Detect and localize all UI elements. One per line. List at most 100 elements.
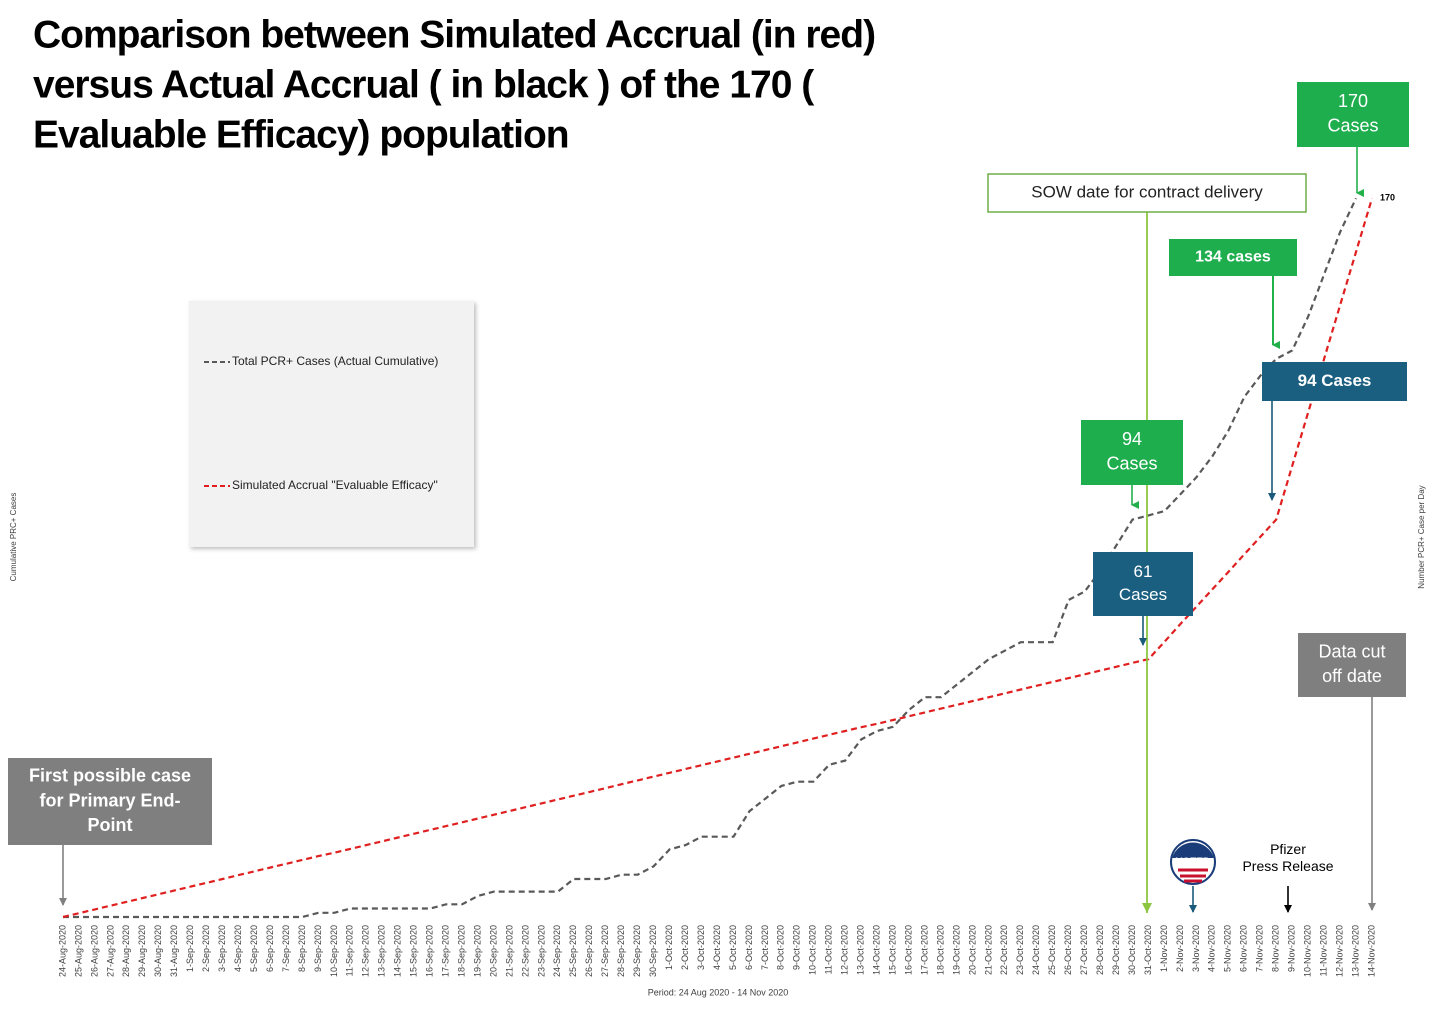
x-tick-label: 23-Oct-2020 — [1015, 925, 1025, 975]
annotation-text: Cases — [1327, 116, 1378, 136]
x-tick-label: 18-Sep-2020 — [456, 925, 466, 977]
annotation-text: SOW date for contract delivery — [1031, 182, 1263, 201]
annotation-text: 134 cases — [1195, 249, 1271, 266]
x-tick-label: 17-Sep-2020 — [440, 925, 450, 977]
x-tick-label: 31-Oct-2020 — [1143, 925, 1153, 975]
x-tick-label: 29-Sep-2020 — [632, 925, 642, 977]
x-tick-label: 5-Sep-2020 — [249, 925, 259, 972]
header: Comparison between Simulated Accrual (in… — [33, 13, 876, 156]
x-tick-label: 28-Sep-2020 — [616, 925, 626, 977]
annotation-box — [1093, 552, 1193, 616]
x-tick-label: 13-Sep-2020 — [377, 925, 387, 977]
x-tick-label: 4-Oct-2020 — [712, 925, 722, 970]
x-tick-label: 30-Sep-2020 — [648, 925, 658, 977]
annotation-text: 61 — [1134, 562, 1153, 581]
arrow-head — [1142, 903, 1152, 913]
x-tick-label: 29-Oct-2020 — [1111, 925, 1121, 975]
x-tick-label: 8-Sep-2020 — [297, 925, 307, 972]
x-tick-label: 29-Aug-2020 — [137, 925, 147, 977]
x-tick-label: 26-Sep-2020 — [584, 925, 594, 977]
x-tick-label: 13-Nov-2020 — [1350, 925, 1360, 977]
x-tick-label: 15-Sep-2020 — [409, 925, 419, 977]
x-tick-label: 6-Oct-2020 — [744, 925, 754, 970]
annotation-box — [987, 173, 1307, 213]
x-tick-label: 17-Oct-2020 — [919, 925, 929, 975]
x-tick-label: 24-Oct-2020 — [1031, 925, 1041, 975]
x-tick-label: 7-Sep-2020 — [281, 925, 291, 972]
annotation-text: Point — [88, 815, 133, 835]
x-tick-label: 12-Oct-2020 — [840, 925, 850, 975]
x-tick-label: 6-Nov-2020 — [1239, 925, 1249, 972]
annotation-box — [1169, 239, 1297, 276]
x-tick-label: 5-Oct-2020 — [728, 925, 738, 970]
badge-top — [1172, 842, 1214, 858]
x-tick-label: 10-Oct-2020 — [808, 925, 818, 975]
x-tick-label: 3-Nov-2020 — [1191, 925, 1201, 972]
x-tick-label: 21-Oct-2020 — [983, 925, 993, 975]
x-tick-label: 26-Oct-2020 — [1063, 925, 1073, 975]
x-tick-label: 2-Nov-2020 — [1175, 925, 1185, 972]
x-tick-label: 27-Sep-2020 — [600, 925, 610, 977]
x-tick-label: 2-Sep-2020 — [201, 925, 211, 972]
annotation-text: Cases — [1119, 585, 1167, 604]
annotation-text: First possible case — [29, 765, 191, 785]
x-tick-label: 26-Aug-2020 — [89, 925, 99, 977]
x-axis-label: Period: 24 Aug 2020 - 14 Nov 2020 — [648, 987, 789, 997]
x-tick-label: 24-Aug-2020 — [57, 925, 67, 977]
x-tick-label: 9-Nov-2020 — [1287, 925, 1297, 972]
x-tick-label: 1-Sep-2020 — [185, 925, 195, 972]
x-tick-label: 10-Nov-2020 — [1303, 925, 1313, 977]
annotation-text: 94 Cases — [1298, 371, 1372, 390]
legend-label: Total PCR+ Cases (Actual Cumulative) — [232, 354, 438, 368]
x-tick-label: 30-Oct-2020 — [1127, 925, 1137, 975]
annotations: SOW date for contract delivery 170 Cases 13… — [8, 82, 1409, 913]
legend-label: Simulated Accrual "Evaluable Efficacy" — [232, 478, 438, 492]
x-tick-label: 4-Sep-2020 — [233, 925, 243, 972]
y-axis-label: Cumulative PRC+ Cases — [9, 493, 18, 582]
x-tick-label: 1-Nov-2020 — [1159, 925, 1169, 972]
chart-title: versus Actual Accrual ( in black ) of th… — [33, 63, 814, 106]
x-tick-label: 12-Sep-2020 — [361, 925, 371, 977]
annotation-text: Press Release — [1242, 858, 1333, 874]
x-tick-label: 11-Sep-2020 — [345, 925, 355, 976]
x-tick-label: 7-Nov-2020 — [1255, 925, 1265, 972]
x-tick-label: 27-Oct-2020 — [1079, 925, 1089, 975]
badge-text: VOTED — [1176, 857, 1210, 868]
grid: Cumulative PRC+ Cases Number PCR+ Case pe… — [9, 485, 1426, 997]
annotation-text: Pfizer — [1270, 841, 1306, 857]
x-tick-label: 25-Oct-2020 — [1047, 925, 1057, 975]
annotation-text: 94 — [1122, 429, 1142, 449]
legend-box — [189, 301, 474, 547]
annotation-box — [1297, 82, 1409, 147]
x-tick-label: 1-Oct-2020 — [664, 925, 674, 970]
x-tick-label: 7-Oct-2020 — [760, 925, 770, 970]
x-tick-label: 28-Oct-2020 — [1095, 925, 1105, 975]
x-tick-label: 8-Nov-2020 — [1271, 925, 1281, 972]
annotation-box — [8, 758, 212, 845]
x-tick-label: 8-Oct-2020 — [776, 925, 786, 970]
x-tick-label: 14-Oct-2020 — [872, 925, 882, 975]
y2-axis-label: Number PCR+ Case per Day — [1417, 485, 1426, 588]
x-tick-label: 16-Sep-2020 — [425, 925, 435, 977]
x-tick-label: 20-Oct-2020 — [967, 925, 977, 975]
chart-title: Evaluable Efficacy) population — [33, 113, 569, 156]
annotation-box — [1081, 420, 1183, 485]
x-tick-label: 18-Oct-2020 — [935, 925, 945, 975]
annotation-text: 170 — [1338, 91, 1368, 111]
annotation-box — [1262, 362, 1407, 401]
x-tick-label: 3-Oct-2020 — [696, 925, 706, 970]
x-tick-label: 16-Oct-2020 — [903, 925, 913, 975]
x-tick-label: 22-Oct-2020 — [999, 925, 1009, 975]
x-tick-label: 13-Oct-2020 — [856, 925, 866, 975]
x-tick-label: 14-Nov-2020 — [1366, 925, 1376, 977]
x-tick-label: 28-Aug-2020 — [121, 925, 131, 977]
x-tick-label: 5-Nov-2020 — [1223, 925, 1233, 972]
end-label: 170 — [1380, 193, 1395, 203]
x-tick-label: 3-Sep-2020 — [217, 925, 227, 972]
x-tick-label: 19-Sep-2020 — [472, 925, 482, 977]
x-tick-label: 11-Oct-2020 — [824, 925, 834, 974]
x-tick-label: 12-Nov-2020 — [1334, 925, 1344, 977]
series-line — [63, 197, 1357, 919]
x-tick-label: 9-Sep-2020 — [313, 925, 323, 972]
